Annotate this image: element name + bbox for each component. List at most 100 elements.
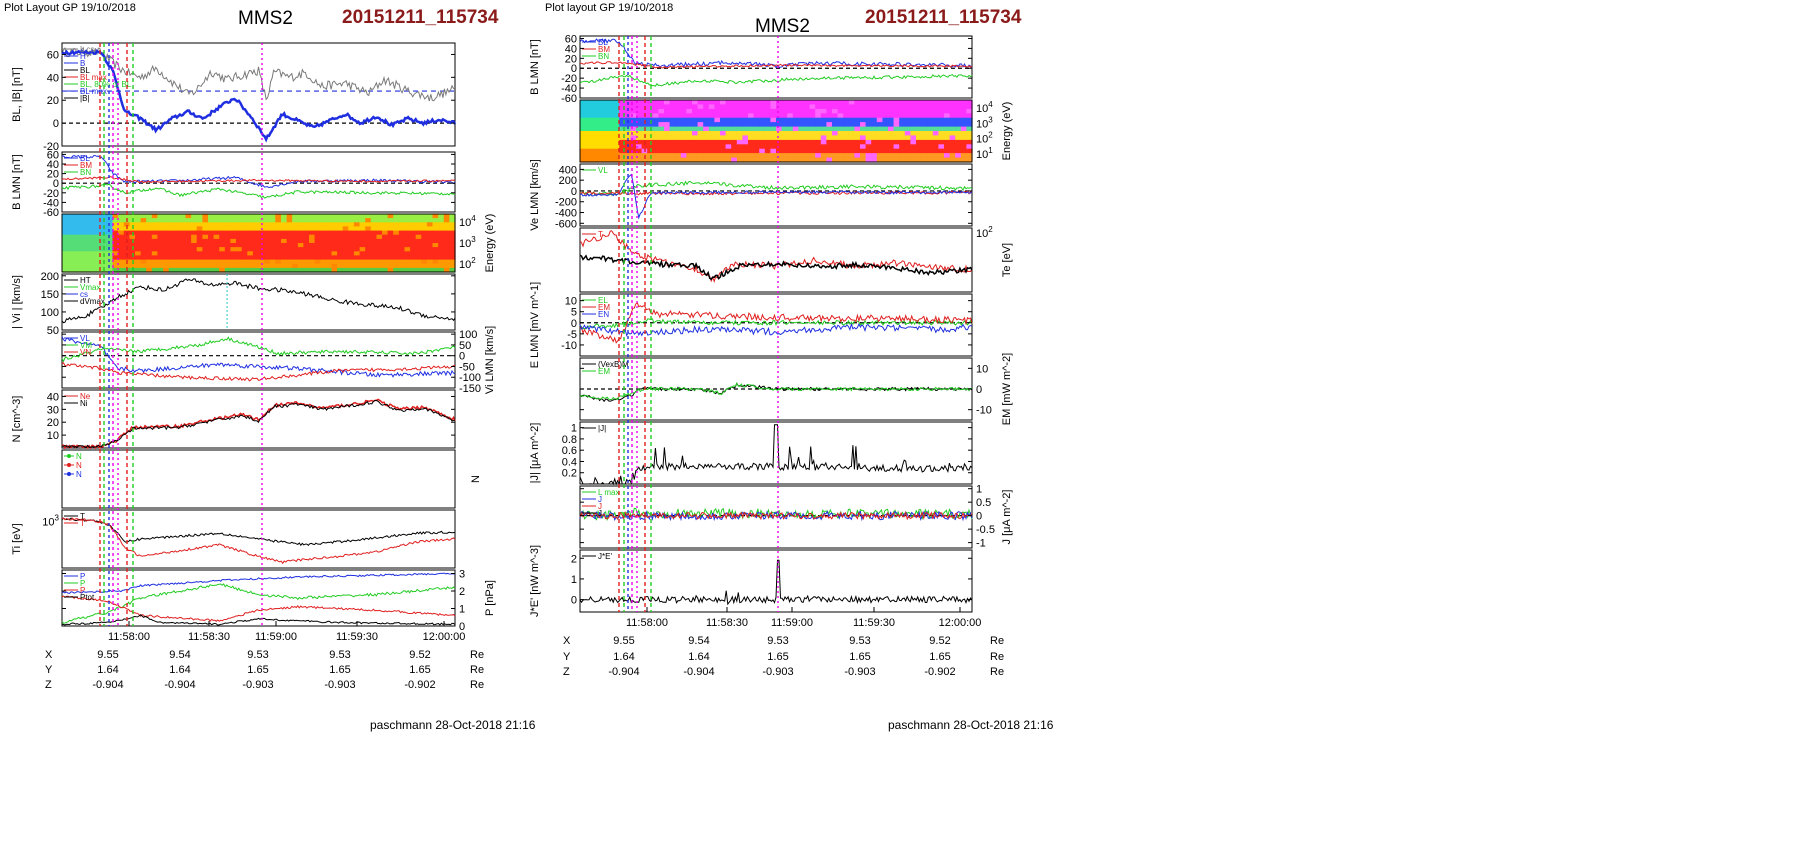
spectrogram-cell (871, 108, 878, 114)
spectrogram-cell (157, 267, 164, 273)
spectrogram-cell (84, 259, 91, 265)
spectrogram-cell (432, 247, 439, 252)
spectrogram-cell (415, 243, 422, 248)
spectrogram-cell (286, 259, 293, 265)
spectrogram-cell (787, 139, 794, 145)
spectrogram-cell (636, 122, 643, 128)
spectrogram-cell (67, 234, 74, 240)
spectrogram-cell (664, 131, 671, 136)
spectrogram-cell (580, 104, 587, 110)
spectrogram-cell (208, 247, 215, 252)
spectrogram-cell (163, 263, 170, 269)
spectrogram-cell (955, 126, 962, 132)
spectrogram-cell (899, 104, 906, 110)
spectrogram-cell (135, 243, 142, 248)
spectrogram-cell (910, 108, 917, 114)
spectrogram-cell (219, 222, 226, 227)
spectrogram-cell (438, 247, 445, 252)
spectrogram-cell (443, 226, 450, 232)
spectrogram-cell (580, 108, 587, 114)
spectrogram-cell (955, 104, 962, 110)
spectrogram-cell (208, 263, 215, 269)
spectrogram-cell (843, 131, 850, 136)
spectrogram-cell (899, 108, 906, 114)
spectrogram-cell (376, 263, 383, 269)
spectrogram-cell (337, 234, 344, 240)
spectrogram-cell (927, 113, 934, 119)
spectrogram-cell (916, 126, 923, 132)
spectrogram-cell (337, 251, 344, 256)
spectrogram-cell (230, 255, 237, 261)
spectrogram-cell (314, 247, 321, 252)
spectrogram-cell (191, 214, 198, 219)
spectrogram-cell (252, 234, 260, 240)
spectrogram-cell (393, 255, 400, 261)
spectrogram-cell (106, 222, 114, 227)
ephemeris-value: 9.54 (169, 649, 190, 661)
spectrogram-cell (608, 108, 615, 114)
spectrogram-cell (927, 100, 934, 105)
spectrogram-cell (241, 238, 248, 244)
spectrogram-cell (348, 263, 355, 269)
spectrogram-cell (680, 126, 687, 132)
spectrogram-cell (893, 100, 900, 105)
panel-ylabel: Energy (eV) (1001, 102, 1013, 161)
spectrogram-cell (370, 238, 377, 244)
spectrogram-cell (932, 157, 939, 163)
spectrogram-cell (331, 238, 338, 244)
spectrogram-cell (421, 259, 428, 265)
spectrogram-cell (297, 222, 304, 227)
spectrogram-cell (449, 218, 456, 223)
spectrogram-cell (938, 153, 945, 159)
spectrogram-cell (910, 135, 917, 141)
spectrogram-cell (602, 100, 609, 105)
spectrogram-cell (112, 263, 119, 269)
spectrogram-cell (449, 267, 456, 273)
spectrogram-cell (449, 243, 456, 248)
spectrogram-cell (382, 230, 389, 236)
spectrogram-cell (798, 100, 805, 105)
spectrogram-cell (309, 243, 316, 248)
spectrogram-cell (247, 247, 254, 252)
spectrogram-cell (927, 104, 934, 110)
spectrogram-cell (966, 108, 973, 114)
ephemeris-value: 9.54 (688, 635, 709, 647)
spectrogram-cell (241, 218, 248, 223)
spectrogram-cell (213, 255, 220, 261)
spectrogram-cell (118, 267, 125, 273)
spectrogram-cell (949, 153, 956, 159)
spectrogram-cell (708, 100, 715, 105)
legend-label: dVmax (80, 297, 105, 306)
spectrogram-cell (84, 263, 91, 269)
spectrogram-cell (602, 139, 609, 145)
spectrogram-cell (157, 238, 164, 244)
spectrogram-cell (916, 144, 923, 150)
spectrogram-cell (359, 226, 366, 232)
spectrogram-cell (415, 226, 422, 232)
spectrogram-cell (832, 117, 839, 123)
spectrogram-cell (658, 117, 665, 123)
spectrogram-cell (809, 122, 816, 128)
spectrogram-cell (608, 139, 615, 145)
spectrogram-cell (421, 230, 428, 236)
spectrogram-cell (370, 230, 377, 236)
spectrogram-cell (449, 259, 456, 265)
legend-label: BL (80, 154, 90, 163)
spectrogram-cell (669, 122, 676, 128)
spectrogram-cell (826, 126, 833, 132)
spectrogram-cell (949, 144, 956, 150)
spectrogram-cell (297, 255, 304, 261)
spectrogram-cell (410, 255, 417, 261)
spectrogram-cell (921, 104, 928, 110)
spectrogram-cell (112, 234, 119, 240)
spectrogram-cell (281, 259, 288, 265)
spectrogram-cell (438, 218, 445, 223)
spectrogram-cell (118, 226, 125, 232)
spectrogram-cell (753, 157, 760, 163)
spectrogram-cell (84, 218, 91, 223)
spectrogram-cell (585, 153, 592, 159)
spectrogram-cell (168, 247, 175, 252)
spectrogram-cell (596, 108, 603, 114)
spectrogram-cell (949, 135, 956, 141)
spectrogram-cell (686, 122, 693, 128)
